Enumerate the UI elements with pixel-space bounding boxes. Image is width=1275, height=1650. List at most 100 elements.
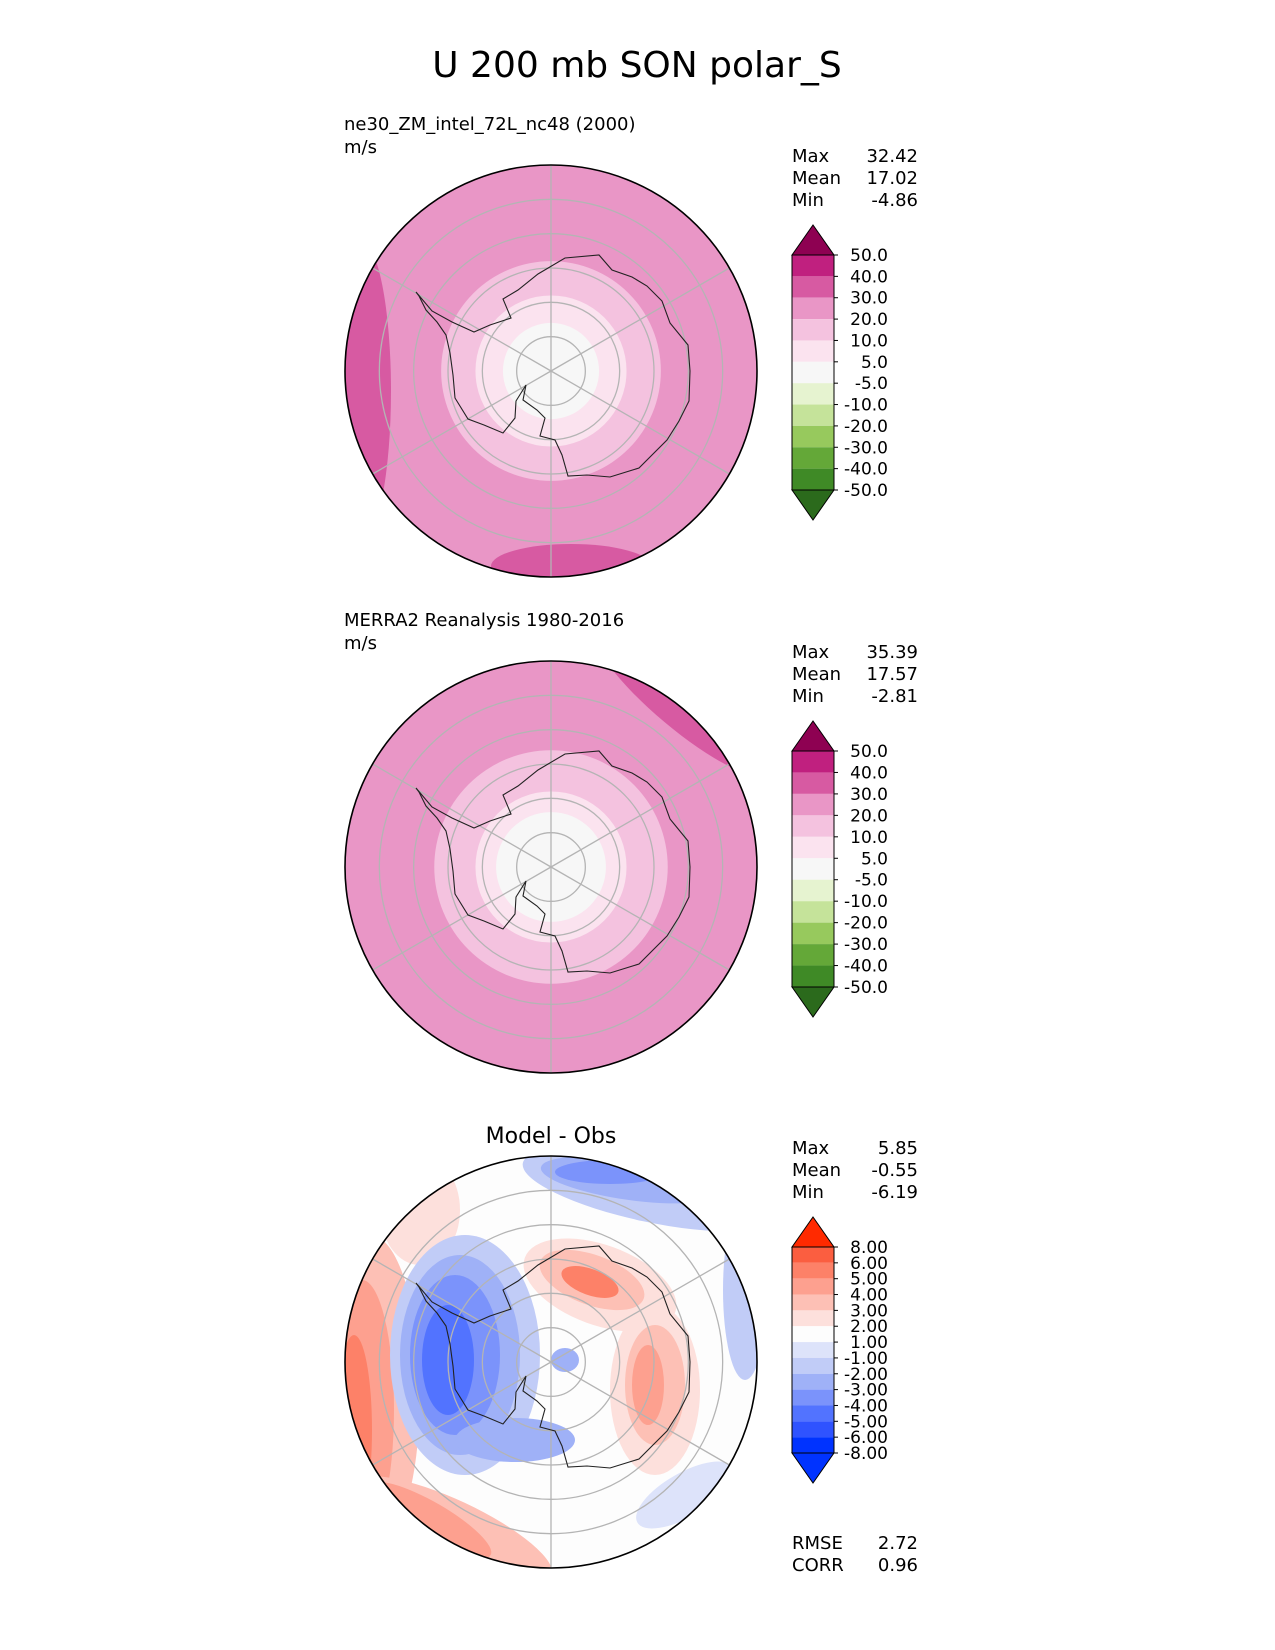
colorbar-tick-label: 20.0	[850, 806, 888, 826]
colorbar-tick-label: 5.0	[861, 353, 888, 373]
colorbar-tick-label: -5.0	[855, 374, 888, 394]
colorbar-tick-label: 20.0	[850, 310, 888, 330]
colorbar-segment	[792, 1405, 834, 1422]
colorbar-tick-label: -50.0	[844, 978, 888, 998]
colorbar-segment	[792, 751, 834, 773]
colorbar-tick-label: -10.0	[844, 892, 888, 912]
colorbar-segment	[792, 1310, 834, 1327]
colorbar-tick-label: -4.00	[844, 1396, 888, 1416]
colorbar-segment	[792, 965, 834, 987]
colorbar-tick-label: -30.0	[844, 438, 888, 458]
meridian-line	[550, 763, 730, 868]
polar-map-model	[345, 165, 757, 577]
stat-max-value: 5.85	[878, 1138, 918, 1159]
panel-diff-title: Model - Obs	[486, 1124, 617, 1149]
wind-field-model	[345, 165, 757, 577]
meridian-line	[550, 1361, 730, 1466]
colorbar-segment	[792, 772, 834, 794]
stat-max-label: Max	[792, 146, 830, 167]
meridian-line	[372, 267, 552, 372]
map-boundary-obs	[344, 660, 758, 1074]
colorbar-tick-label: 8.00	[850, 1238, 888, 1258]
colorbar-segment	[792, 404, 834, 426]
colorbar-extend-min	[791, 1452, 835, 1484]
meridian-line	[550, 1258, 730, 1363]
stat-mean-value: 17.02	[866, 168, 918, 189]
panel-model: ne30_ZM_intel_72L_nc48 (2000) m/s Max Me…	[344, 114, 918, 578]
colorbar-diff: 8.006.005.004.003.002.001.00-1.00-2.00-3…	[791, 1216, 888, 1484]
colorbar-frame	[791, 254, 835, 491]
colorbar-segment	[792, 922, 834, 945]
stat-max-value: 35.39	[866, 642, 918, 663]
colorbar-tick-label: 40.0	[850, 763, 888, 783]
meridian-line	[550, 267, 730, 372]
antarctica-coastline	[415, 750, 691, 974]
colorbar-tick-label: -50.0	[844, 481, 888, 501]
colorbar-segment	[792, 383, 834, 405]
colorbar-tick-label: 5.0	[861, 849, 888, 869]
figure-title: U 200 mb SON polar_S	[432, 45, 841, 86]
colorbar-tick-label: 30.0	[850, 289, 888, 309]
colorbar-tick-label: -1.00	[844, 1349, 888, 1369]
colorbar-segment	[792, 1247, 834, 1263]
meridian-line	[372, 370, 552, 475]
polar-map-obs	[345, 661, 757, 1073]
colorbar-tick-label: 6.00	[850, 1254, 888, 1274]
meridian-line	[550, 370, 730, 475]
antarctica-coastline	[415, 1245, 691, 1469]
colorbar-segment	[792, 447, 834, 469]
colorbar-tick-label: -5.0	[855, 871, 888, 891]
colorbar-segment	[792, 1278, 834, 1295]
colorbar-frame	[791, 1246, 835, 1454]
colorbar-tick-label: -40.0	[844, 460, 888, 480]
meridian-line	[372, 866, 552, 971]
stat-min-label: Min	[792, 190, 824, 211]
meridian-line	[372, 1258, 552, 1363]
stat-max-label: Max	[792, 1138, 830, 1159]
colorbar-segment	[792, 1357, 834, 1374]
graticule-diff	[372, 1156, 730, 1568]
stat-min-value: -2.81	[871, 686, 918, 707]
rmse-label: RMSE	[792, 1533, 843, 1554]
colorbar-segment	[792, 255, 834, 277]
colorbar-extend-max	[791, 720, 835, 752]
panel-model-units: m/s	[344, 137, 377, 158]
graticule-model	[372, 165, 730, 577]
colorbar-tick-label: 1.00	[850, 1333, 888, 1353]
colorbar-frame	[791, 750, 835, 988]
colorbar-segment	[792, 1342, 834, 1358]
meridian-line	[372, 763, 552, 868]
wind-field-obs	[345, 661, 757, 1073]
colorbar-model: 50.040.030.020.010.05.0-5.0-10.0-20.0-30…	[791, 224, 888, 521]
meridian-line	[550, 866, 730, 971]
colorbar-segment	[792, 361, 834, 384]
colorbar-segment	[792, 276, 834, 298]
colorbar-segment	[792, 1437, 834, 1453]
colorbar-extend-min	[791, 489, 835, 521]
stat-max-label: Max	[792, 642, 830, 663]
panel-obs-title: MERRA2 Reanalysis 1980-2016	[344, 610, 624, 631]
colorbar-tick-label: 10.0	[850, 828, 888, 848]
colorbar-tick-label: 5.00	[850, 1270, 888, 1290]
colorbar-extend-min	[791, 986, 835, 1018]
panel-diff: Model - Obs Max Mean Min 5.85 -0.55 -6.1…	[344, 1124, 918, 1576]
colorbar-tick-label: -6.00	[844, 1428, 888, 1448]
corr-label: CORR	[792, 1555, 844, 1576]
colorbar-tick-label: 10.0	[850, 331, 888, 351]
colorbar-extend-max	[791, 224, 835, 256]
colorbar-tick-label: -30.0	[844, 935, 888, 955]
colorbar-tick-label: 40.0	[850, 267, 888, 287]
colorbar-tick-label: 50.0	[850, 742, 888, 762]
colorbar-extend-max	[791, 1216, 835, 1248]
colorbar-segment	[792, 319, 834, 341]
colorbar-segment	[792, 858, 834, 880]
colorbar-segment	[792, 944, 834, 966]
colorbar-tick-label: -10.0	[844, 396, 888, 416]
colorbar-tick-label: -8.00	[844, 1444, 888, 1464]
rmse-value: 2.72	[878, 1533, 918, 1554]
colorbar-tick-label: 2.00	[850, 1317, 888, 1337]
colorbar-segment	[792, 1262, 834, 1279]
colorbar-tick-label: -40.0	[844, 957, 888, 977]
corr-value: 0.96	[878, 1555, 918, 1576]
